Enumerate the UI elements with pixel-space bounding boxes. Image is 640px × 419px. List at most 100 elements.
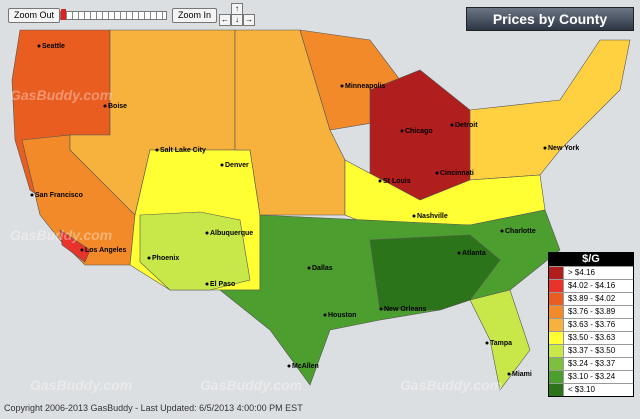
legend-item: $3.76 - $3.89 [549, 305, 633, 318]
city-label: Houston [328, 312, 356, 319]
legend-swatch [549, 267, 564, 279]
legend: $/G > $4.16 $4.02 - $4.16 $3.89 - $4.02 $3.… [548, 252, 634, 397]
legend-label: < $3.10 [568, 385, 595, 394]
city-label: Chicago [405, 128, 433, 135]
legend-swatch [549, 358, 564, 370]
city-label: Minneapolis [345, 83, 386, 90]
city-dot [220, 163, 224, 167]
watermark: GasBuddy.com [10, 227, 112, 243]
city-label: Atlanta [462, 250, 486, 257]
legend-label: $3.37 - $3.50 [568, 346, 616, 355]
city-dot [323, 313, 327, 317]
city-dot [400, 129, 404, 133]
city-dot [80, 248, 84, 252]
region [469, 39, 631, 181]
city-dot [435, 171, 439, 175]
legend-item: $3.10 - $3.24 [549, 370, 633, 383]
legend-swatch [549, 319, 564, 331]
city-label: Los Angeles [85, 247, 126, 254]
watermark: GasBuddy.com [30, 377, 132, 393]
legend-swatch [549, 371, 564, 383]
legend-label: $3.24 - $3.37 [568, 359, 616, 368]
legend-swatch [549, 332, 564, 344]
city-dot [37, 44, 41, 48]
pan-left[interactable]: ← [219, 14, 231, 26]
city-label: Salt Lake City [160, 147, 206, 154]
legend-item: $3.89 - $4.02 [549, 292, 633, 305]
legend-item: > $4.16 [549, 266, 633, 279]
title: Prices by County [466, 7, 634, 31]
legend-item: $3.37 - $3.50 [549, 344, 633, 357]
city-dot [155, 148, 159, 152]
footer: Copyright 2006-2013 GasBuddy - Last Upda… [4, 403, 303, 413]
city-dot [412, 214, 416, 218]
region [139, 211, 251, 291]
legend-swatch [549, 384, 564, 396]
city-label: Cincinnati [440, 170, 474, 177]
legend-title: $/G [549, 253, 633, 266]
legend-item: < $3.10 [549, 383, 633, 396]
legend-item: $3.24 - $3.37 [549, 357, 633, 370]
city-label: El Paso [210, 281, 235, 288]
city-dot [307, 266, 311, 270]
city-label: St Louis [383, 178, 411, 185]
city-dot [378, 179, 382, 183]
region [59, 229, 91, 263]
city-dot [543, 146, 547, 150]
city-label: Charlotte [505, 228, 536, 235]
city-label: Tampa [490, 340, 512, 347]
city-label: New Orleans [384, 306, 427, 313]
legend-label: $3.63 - $3.76 [568, 320, 616, 329]
city-dot [457, 251, 461, 255]
city-dot [340, 84, 344, 88]
city-label: Nashville [417, 213, 448, 220]
city-dot [30, 193, 34, 197]
zoom-slider[interactable] [60, 11, 167, 20]
legend-swatch [549, 345, 564, 357]
watermark: GasBuddy.com [10, 87, 112, 103]
city-label: San Francisco [35, 192, 83, 199]
legend-swatch [549, 280, 564, 292]
city-dot [147, 256, 151, 260]
legend-swatch [549, 306, 564, 318]
zoom-handle[interactable] [61, 9, 66, 20]
city-label: McAllen [292, 363, 319, 370]
city-dot [485, 341, 489, 345]
city-dot [103, 104, 107, 108]
legend-label: $3.89 - $4.02 [568, 294, 616, 303]
city-dot [500, 229, 504, 233]
city-dot [205, 231, 209, 235]
city-label: Phoenix [152, 255, 179, 262]
pan-right[interactable]: → [243, 14, 255, 26]
city-dot [287, 364, 291, 368]
legend-item: $3.63 - $3.76 [549, 318, 633, 331]
city-dot [450, 123, 454, 127]
city-dot [507, 372, 511, 376]
city-label: Dallas [312, 265, 333, 272]
zoom-out-button[interactable]: Zoom Out [8, 8, 61, 23]
city-label: Boise [108, 103, 127, 110]
city-label: Miami [512, 371, 532, 378]
legend-item: $4.02 - $4.16 [549, 279, 633, 292]
legend-item: $3.50 - $3.63 [549, 331, 633, 344]
legend-label: > $4.16 [568, 268, 595, 277]
region [469, 289, 531, 391]
city-label: Seattle [42, 43, 65, 50]
city-dot [205, 282, 209, 286]
watermark: GasBuddy.com [400, 377, 502, 393]
city-label: Albuquerque [210, 230, 253, 237]
city-label: New York [548, 145, 579, 152]
city-label: Denver [225, 162, 249, 169]
watermark: GasBuddy.com [200, 377, 302, 393]
legend-label: $3.76 - $3.89 [568, 307, 616, 316]
city-dot [379, 307, 383, 311]
legend-swatch [549, 293, 564, 305]
legend-label: $4.02 - $4.16 [568, 281, 616, 290]
legend-label: $3.10 - $3.24 [568, 372, 616, 381]
pan-down[interactable]: ↓ [231, 14, 243, 26]
city-label: Detroit [455, 122, 478, 129]
legend-label: $3.50 - $3.63 [568, 333, 616, 342]
zoom-in-button[interactable]: Zoom In [172, 8, 218, 23]
